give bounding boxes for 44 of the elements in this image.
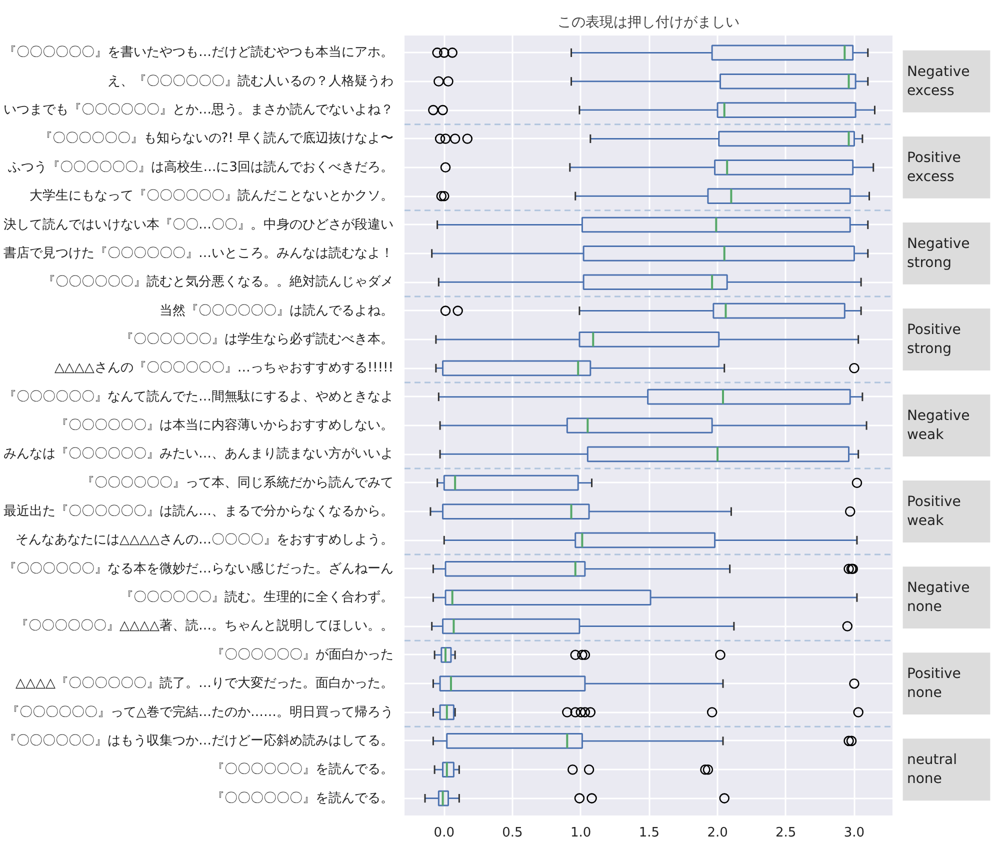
y-tick-label: 『〇〇〇〇〇〇』が面白かった — [212, 647, 394, 662]
y-tick-label: 『〇〇〇〇〇〇』も知らないの?! 早く読んで底辺抜けなよ〜 — [39, 131, 394, 146]
y-tick-label: 『〇〇〇〇〇〇』なる本を微妙だ…らない感じだった。ざんねーん — [4, 561, 394, 576]
y-tick-label: 『〇〇〇〇〇〇』って本、同じ系統だから読んでみて — [82, 475, 394, 490]
y-tick-label: 『〇〇〇〇〇〇』読む。生理的に全く合わず。 — [120, 590, 394, 606]
y-tick-label: 『〇〇〇〇〇〇』を書いたやつも…だけど読むやつも本当にアホ。 — [4, 45, 394, 60]
x-tick-label: 2.5 — [776, 826, 796, 840]
y-tick-label: 当然『〇〇〇〇〇〇』は読んでるよね。 — [160, 303, 394, 318]
y-tick-label: 『〇〇〇〇〇〇』はもう収集つか…だけどー応斜め読みはしてる。 — [4, 732, 394, 748]
x-tick-label: 2.0 — [707, 826, 728, 840]
y-tick-label: 決して読んではいけない本『〇〇…〇〇』。中身のひどさが段違い — [4, 217, 394, 232]
text: Negative none — [906, 580, 970, 616]
text: Positive weak — [906, 494, 961, 530]
y-tick-label: え、『〇〇〇〇〇〇』読む人いるの？人格疑うわ — [108, 74, 394, 89]
chart-title: この表現は押し付けがましい — [558, 14, 740, 30]
y-tick-label: 『〇〇〇〇〇〇』って△巻で完結…たのか……。明日買って帰ろう — [6, 704, 394, 720]
y-tick-label: いつまでも『〇〇〇〇〇〇』とか…思う。まさか読んでないよね？ — [4, 102, 394, 118]
text: Positive none — [906, 666, 961, 702]
y-tick-label: △△△△『〇〇〇〇〇〇』読了。…りで大変だった。面白かった。 — [16, 675, 394, 692]
y-tick-label: ふつう『〇〇〇〇〇〇』は高校生…に3回は読んでおくべきだろ。 — [7, 158, 394, 175]
y-tick-label: 大学生にもなって『〇〇〇〇〇〇』読んだことないとかクソ。 — [30, 188, 394, 204]
x-tick-label: 3.0 — [844, 826, 865, 840]
y-tick-label: 最近出た『〇〇〇〇〇〇』は読ん…、まるで分からなくなるから。 — [4, 504, 394, 520]
y-tick-label: 『〇〇〇〇〇〇』△△△△著、読…。ちゃんと説明してほしい。。 — [16, 618, 394, 634]
text: Negative excess — [906, 64, 970, 99]
text: Negative strong — [906, 236, 970, 272]
y-tick-label: 『〇〇〇〇〇〇』は本当に内容薄いからおすすめしない。 — [56, 417, 394, 433]
y-tick-label: そんなあなたには△△△△さんの…〇〇〇〇』をおすすめしよう。 — [16, 532, 394, 548]
x-tick-label: 0.5 — [502, 826, 523, 840]
text: Positive strong — [906, 322, 961, 358]
y-tick-label: 『〇〇〇〇〇〇』読むと気分悪くなる。。絶対読んじゃダメ — [42, 274, 394, 290]
y-tick-label: 『〇〇〇〇〇〇』なんて読んでた…間無駄にするよ、やめときなよ — [4, 389, 394, 404]
x-tick-label: 1.5 — [638, 826, 660, 840]
y-tick-label: みんなは『〇〇〇〇〇〇』みたい…、あんまり読まない方がいいよ — [4, 446, 394, 462]
y-tick-label: 書店で見つけた『〇〇〇〇〇〇』…いところ。みんなは読むなよ！ — [4, 244, 394, 261]
y-tick-label: 『〇〇〇〇〇〇』を読んでる。 — [212, 790, 394, 806]
text: Positive excess — [906, 150, 961, 186]
x-tick-label: 0.0 — [434, 826, 454, 840]
x-tick-label: 1.0 — [570, 826, 592, 840]
y-tick-label: 『〇〇〇〇〇〇』は学生なら必ず読むべき本。 — [120, 332, 394, 347]
y-tick-label: 『〇〇〇〇〇〇』を読んでる。 — [212, 762, 394, 778]
y-tick-label: △△△△さんの『〇〇〇〇〇〇』…っちゃおすすめする!!!!! — [54, 360, 394, 376]
text: Negative weak — [906, 408, 970, 444]
text: neutral none — [906, 752, 958, 788]
